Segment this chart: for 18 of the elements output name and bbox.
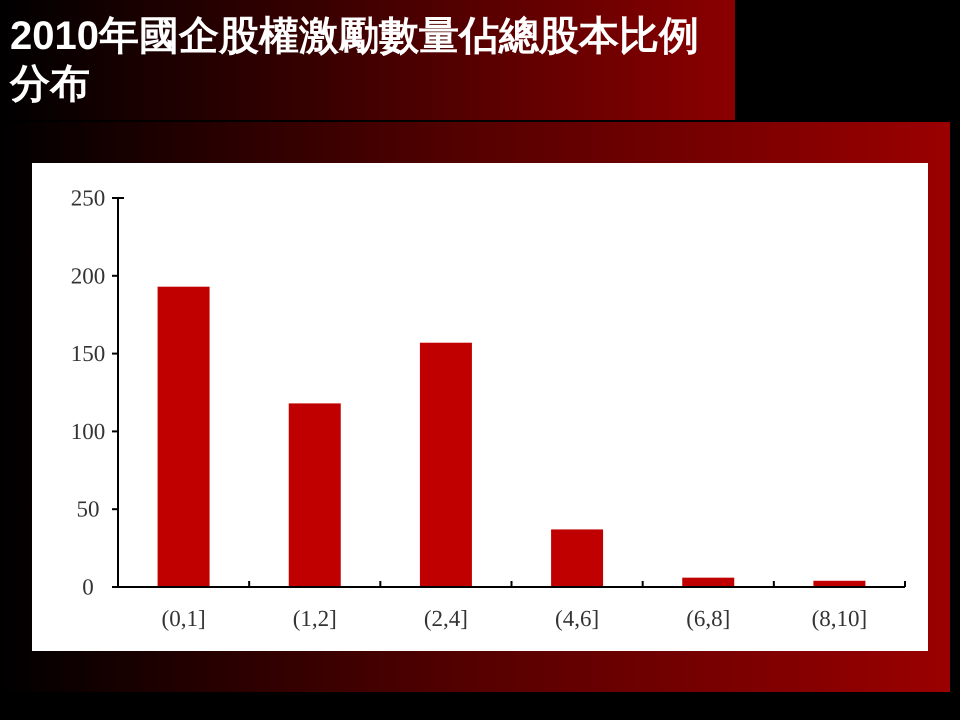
bar bbox=[551, 529, 604, 587]
bar bbox=[288, 403, 341, 587]
bar bbox=[158, 286, 210, 587]
bar bbox=[420, 342, 472, 587]
y-tick-label: 50 bbox=[76, 496, 100, 522]
x-tick-label: (0,1] bbox=[162, 606, 206, 631]
x-tick-label: (4,6] bbox=[555, 606, 600, 631]
bar bbox=[682, 578, 734, 587]
y-tick-label: 150 bbox=[70, 341, 106, 366]
y-tick-label: 0 bbox=[82, 574, 94, 600]
x-tick-label: (2,4] bbox=[424, 606, 468, 631]
y-tick-label: 100 bbox=[70, 418, 106, 444]
x-tick-label: (1,2] bbox=[292, 606, 337, 631]
chart-title: 2010年國企股權激勵數量佔總股本比例分布 bbox=[10, 13, 700, 108]
x-tick-label: (6,8] bbox=[686, 606, 730, 631]
y-tick-label: 200 bbox=[70, 263, 106, 288]
x-tick-label: (8,10] bbox=[812, 606, 868, 631]
y-tick-label: 250 bbox=[70, 186, 106, 210]
